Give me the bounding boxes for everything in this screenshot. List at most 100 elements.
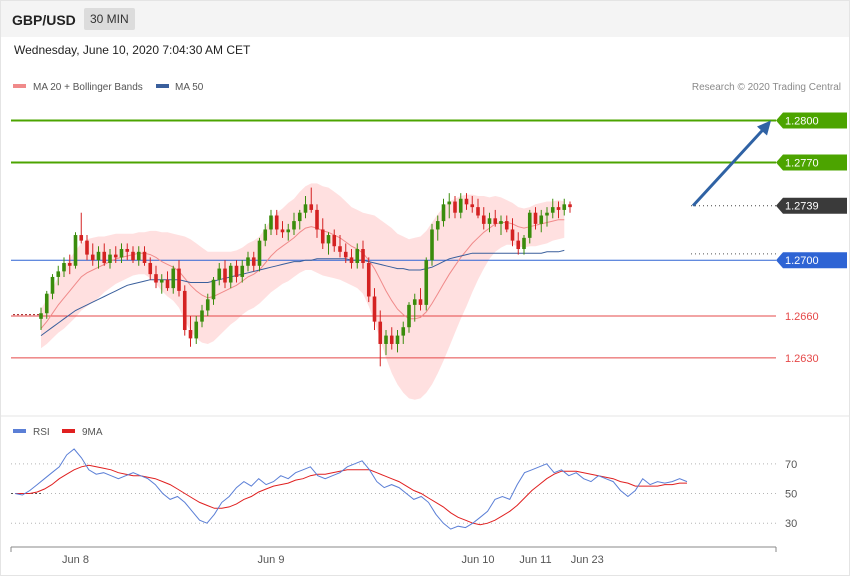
candle-body	[79, 235, 84, 241]
candle-body	[62, 262, 66, 272]
bollinger-band	[41, 183, 565, 400]
ma50-line	[40, 249, 565, 337]
candle-body	[481, 215, 486, 224]
candle-body	[435, 221, 440, 230]
candle-body	[372, 296, 377, 322]
candle-body	[527, 212, 532, 238]
level-label-5: 1.2630	[785, 353, 819, 365]
candle-body	[246, 257, 250, 266]
candle-body	[510, 229, 515, 241]
candle-body	[269, 215, 273, 230]
candle-body	[384, 335, 388, 344]
candle-body	[67, 262, 72, 266]
level-label-3: 1.2700	[785, 255, 819, 267]
candle-body	[251, 257, 256, 266]
candle-body	[39, 313, 43, 319]
candle-body	[338, 246, 342, 252]
x-tick-label-2: Jun 10	[461, 554, 494, 566]
candle-body	[568, 204, 572, 208]
ma20-line	[40, 219, 565, 329]
candle-body	[309, 204, 314, 210]
legend-label-ma20: MA 20 + Bollinger Bands	[33, 82, 143, 93]
candle-body	[533, 212, 538, 224]
candle-body	[504, 221, 509, 230]
price-plot: 1.2800 1.2770 1.2739 1.2700 1.2660 1.2630	[11, 112, 847, 400]
legend-swatch-ma50	[156, 84, 169, 88]
level-label-4: 1.2660	[785, 311, 819, 323]
candle-body	[194, 321, 199, 339]
candle-body	[44, 293, 49, 314]
level-label-2: 1.2739	[785, 201, 819, 213]
candle-body	[200, 310, 204, 322]
candle-body	[85, 240, 89, 255]
legend-swatch-ma20	[13, 84, 26, 88]
rsi-tick-label-0: 70	[785, 459, 797, 471]
legend-swatch-9ma	[62, 429, 75, 433]
legend-swatch-rsi	[13, 429, 26, 433]
candle-body	[522, 237, 526, 250]
candle-body	[171, 268, 176, 289]
candle-body	[205, 299, 210, 311]
timeframe-badge[interactable]: 30 MIN	[84, 8, 135, 30]
candle-body	[326, 235, 331, 244]
candle-body	[274, 215, 279, 230]
candle-body	[332, 235, 337, 247]
candle-body	[211, 279, 216, 300]
candle-body	[441, 204, 446, 222]
x-tick-label-1: Jun 9	[258, 554, 285, 566]
candle-body	[263, 229, 268, 241]
candle-body	[113, 254, 118, 258]
rsi-line	[14, 448, 688, 530]
candle-body	[430, 229, 434, 261]
candle-body	[355, 249, 360, 263]
candle-body	[366, 262, 371, 297]
x-tick-label-3: Jun 11	[519, 554, 551, 566]
candle-body	[217, 268, 222, 280]
level-tag-3	[776, 252, 847, 269]
candle-body	[458, 198, 463, 213]
level-label-1: 1.2770	[785, 157, 819, 169]
rsi-plot: 70 50 30	[11, 448, 797, 530]
candle-body	[349, 257, 354, 263]
candle-body	[108, 254, 112, 263]
level-tag-1	[776, 154, 847, 171]
candle-body	[539, 215, 544, 224]
candle-body	[73, 235, 78, 266]
candle-body	[453, 201, 457, 213]
candle-body	[131, 251, 135, 261]
candle-body	[315, 209, 319, 230]
candle-body	[412, 299, 417, 305]
candle-body	[90, 254, 95, 261]
level-tag-2	[776, 197, 847, 214]
candle-body	[516, 240, 521, 250]
level-label-0: 1.2800	[785, 116, 819, 128]
candle-body	[292, 221, 296, 230]
x-tick-label-4: Jun 23	[571, 554, 604, 566]
candle-body	[487, 218, 492, 224]
candle-body	[395, 335, 400, 344]
candle-body	[96, 251, 101, 261]
candle-body	[545, 212, 549, 216]
candle-body	[550, 207, 555, 213]
forecast-arrow-shaft	[691, 126, 767, 207]
candle-body	[165, 279, 170, 289]
candle-body	[56, 271, 61, 277]
candle-body	[125, 249, 130, 252]
candle-body	[389, 335, 394, 344]
legend-label-rsi: RSI	[33, 427, 50, 438]
candle-body	[119, 249, 124, 258]
credit-text: Research © 2020 Trading Central	[692, 82, 841, 93]
candle-body	[470, 204, 475, 208]
candle-body	[343, 251, 348, 258]
candle-body	[240, 265, 245, 277]
candle-body	[476, 207, 480, 216]
candle-body	[320, 229, 325, 244]
x-axis: Jun 8 Jun 9 Jun 10 Jun 11 Jun 23	[10, 546, 777, 566]
candle-body	[286, 229, 291, 233]
candle-body	[401, 327, 406, 336]
candle-body	[493, 218, 498, 224]
candle-body	[464, 198, 469, 205]
legend-label-9ma: 9MA	[82, 427, 103, 438]
